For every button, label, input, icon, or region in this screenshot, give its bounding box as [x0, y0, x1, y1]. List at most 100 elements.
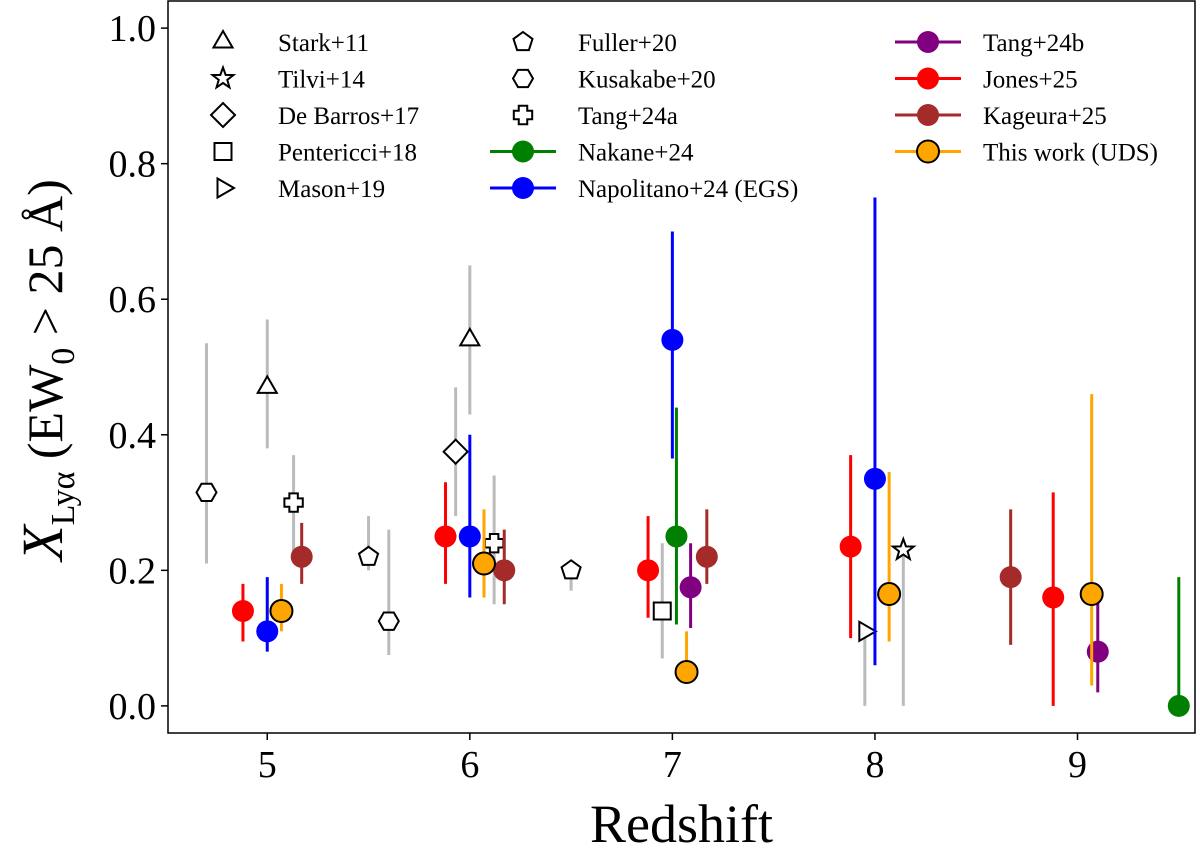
x-tick-label: 8	[865, 744, 884, 786]
legend-label: This work (UDS)	[983, 140, 1158, 167]
y-axis-label-part: Lyα	[45, 471, 82, 525]
x-tick-label: 6	[460, 744, 479, 786]
legend-label: Kusakabe+20	[578, 67, 716, 94]
data-point	[434, 525, 457, 548]
legend-marker	[211, 28, 235, 49]
legend-item: Napolitano+24 (EGS)	[490, 176, 798, 203]
y-axis-label-part: (EW	[17, 364, 73, 472]
x-tick-label: 9	[1068, 744, 1087, 786]
data-point	[890, 536, 917, 562]
legend-marker	[512, 104, 534, 126]
legend-marker	[512, 140, 534, 163]
legend-marker	[917, 31, 939, 53]
data-point	[231, 600, 254, 622]
legend-label: Stark+11	[278, 30, 369, 57]
legend-marker	[216, 176, 237, 200]
legend-item: Stark+11	[211, 28, 369, 57]
y-axis-label-part: 0	[45, 348, 82, 365]
y-tick-label: 1.0	[109, 8, 157, 50]
series-tilvi-14	[890, 536, 917, 706]
legend-label: Nakane+24	[578, 140, 694, 167]
y-axis-label-part: X	[10, 523, 75, 563]
data-point	[679, 576, 702, 599]
x-axis-label: Redshift	[590, 794, 773, 849]
legend-marker	[917, 104, 939, 126]
data-point	[256, 620, 279, 643]
data-point	[674, 660, 699, 684]
y-tick-label: 0.0	[109, 686, 157, 728]
series-kageura-25	[290, 509, 1022, 645]
series-pentericci-18	[652, 543, 672, 659]
series-stark-11	[255, 265, 482, 449]
series-kusakabe-20	[195, 343, 400, 656]
data-point	[999, 566, 1022, 589]
legend-label: Jones+25	[983, 67, 1078, 94]
legend-label: Mason+19	[278, 176, 385, 203]
data-point	[458, 326, 482, 347]
series-nakane-24	[665, 407, 1190, 717]
legend-marker	[512, 30, 534, 52]
y-tick-label: 0.4	[109, 415, 157, 457]
legend-label: Tang+24b	[983, 30, 1084, 57]
data-point	[665, 525, 688, 548]
legend-item: Kageura+25	[895, 103, 1107, 130]
legend-item: Tilvi+14	[209, 64, 365, 94]
x-tick-label: 5	[258, 744, 277, 786]
legend-label: Tilvi+14	[278, 67, 365, 94]
legend-marker	[209, 101, 237, 129]
y-axis-label: XLyα (EW0 > 25 Å)	[10, 179, 82, 563]
data-point	[661, 328, 684, 351]
y-axis-label-part: > 25 Å)	[17, 179, 73, 347]
y-tick-label: 0.6	[109, 279, 157, 321]
legend-marker	[917, 67, 939, 90]
legend-label: Pentericci+18	[278, 140, 417, 167]
legend-marker	[511, 68, 535, 89]
data-point	[695, 545, 718, 568]
data-point	[560, 559, 582, 580]
plot-frame	[167, 0, 1196, 734]
data-point	[652, 601, 672, 621]
legend-label: De Barros+17	[278, 103, 419, 130]
series-jones-25	[231, 455, 1065, 706]
data-point	[290, 545, 313, 568]
data-point	[1079, 582, 1104, 607]
legend-item: De Barros+17	[209, 101, 419, 130]
data-point	[1086, 640, 1109, 663]
data-point	[195, 482, 218, 503]
y-tick-label: 0.8	[109, 144, 157, 186]
data-point	[858, 620, 878, 643]
legend-item: This work (UDS)	[895, 139, 1158, 167]
data-point	[863, 467, 886, 490]
legend-item: Kusakabe+20	[511, 67, 716, 94]
legend-marker	[916, 139, 940, 164]
data-point	[1042, 586, 1065, 609]
data-point	[1167, 694, 1190, 717]
legend-label: Kageura+25	[983, 103, 1107, 130]
data-point	[377, 611, 400, 631]
data-point	[637, 559, 660, 582]
series-this-work-uds-	[269, 394, 1104, 686]
legend-item: Tang+24a	[512, 103, 678, 130]
data-point	[493, 559, 516, 582]
legend-label: Napolitano+24 (EGS)	[578, 176, 798, 203]
data-point	[877, 582, 902, 607]
series-de-barros-17	[442, 387, 470, 517]
legend-item: Fuller+20	[512, 30, 677, 57]
legend-item: Mason+19	[216, 176, 385, 203]
series-tang-24a	[283, 455, 505, 605]
data-point	[458, 525, 481, 548]
legend-item: Nakane+24	[490, 140, 694, 167]
series-fuller-20	[357, 516, 582, 591]
legend-marker	[209, 64, 237, 90]
data-point	[255, 374, 279, 394]
legend-item: Pentericci+18	[213, 140, 417, 167]
series-tang-24b	[679, 543, 1109, 693]
legend-item: Tang+24b	[895, 30, 1084, 57]
data-point	[357, 545, 380, 566]
legend-item: Jones+25	[895, 67, 1078, 94]
legend-marker	[213, 142, 233, 161]
x-tick-label: 7	[663, 744, 682, 786]
legend-marker	[512, 177, 534, 199]
series-mason-19	[858, 620, 878, 706]
